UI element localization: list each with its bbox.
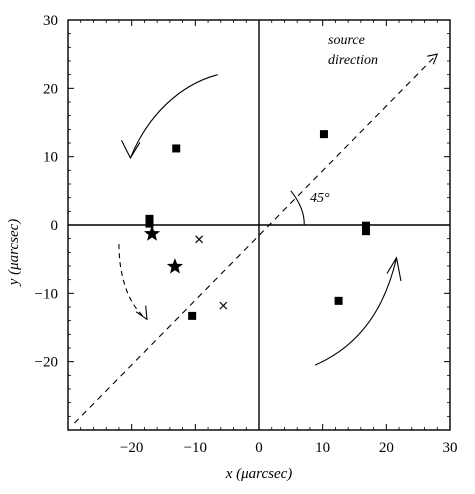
y-tick-label: 20 (43, 81, 58, 97)
angle-arc (290, 190, 305, 226)
square-marker (172, 144, 181, 153)
square-marker (361, 221, 370, 230)
y-tick-label: 10 (43, 150, 58, 166)
y-tick-label: −20 (35, 355, 58, 371)
angle-label: 45° (310, 191, 330, 206)
square-marker (319, 130, 328, 139)
source-direction-arrowhead (427, 53, 439, 65)
x-tick-label: 30 (443, 440, 458, 456)
y-tick-label: 0 (51, 218, 59, 234)
x-tick-label: 0 (255, 440, 263, 456)
y-tick-label: 30 (43, 13, 58, 29)
x-tick-label: 10 (315, 440, 330, 456)
lower-right-rotation-arrow (314, 257, 398, 366)
upper-left-rotation-arrow (129, 74, 218, 159)
lower-left-dashed-arrow (118, 244, 148, 320)
star-marker (143, 225, 161, 241)
points-layer (143, 130, 370, 320)
axes-layer (67, 19, 451, 431)
lower-right-arrowhead (386, 256, 402, 282)
y-tick-label: −10 (35, 286, 58, 302)
x-axis-label: x (μarcsec) (225, 466, 293, 482)
upper-left-arrowhead (120, 140, 141, 160)
source-direction-label-line-2: direction (328, 53, 378, 68)
y-axis-label: y (μarcsec) (6, 219, 22, 288)
source-direction-label-line-1: source (328, 33, 365, 48)
source-direction-line (73, 53, 438, 424)
guides-layer (73, 53, 439, 424)
lower-left-dashed-arrowhead (135, 305, 148, 321)
square-marker (145, 214, 154, 223)
star-marker (166, 258, 184, 274)
square-marker (361, 227, 370, 236)
x-tick-label: 20 (379, 440, 394, 456)
square-marker (145, 219, 154, 228)
x-tick-label: −20 (120, 440, 143, 456)
cross-marker (219, 301, 228, 310)
ticks-layer: −20 −10 0 10 20 30 30 20 10 0 −10 −20 (35, 13, 458, 456)
square-marker (334, 296, 343, 305)
square-marker (188, 311, 197, 320)
cross-marker (195, 235, 204, 244)
x-tick-label: −10 (184, 440, 207, 456)
